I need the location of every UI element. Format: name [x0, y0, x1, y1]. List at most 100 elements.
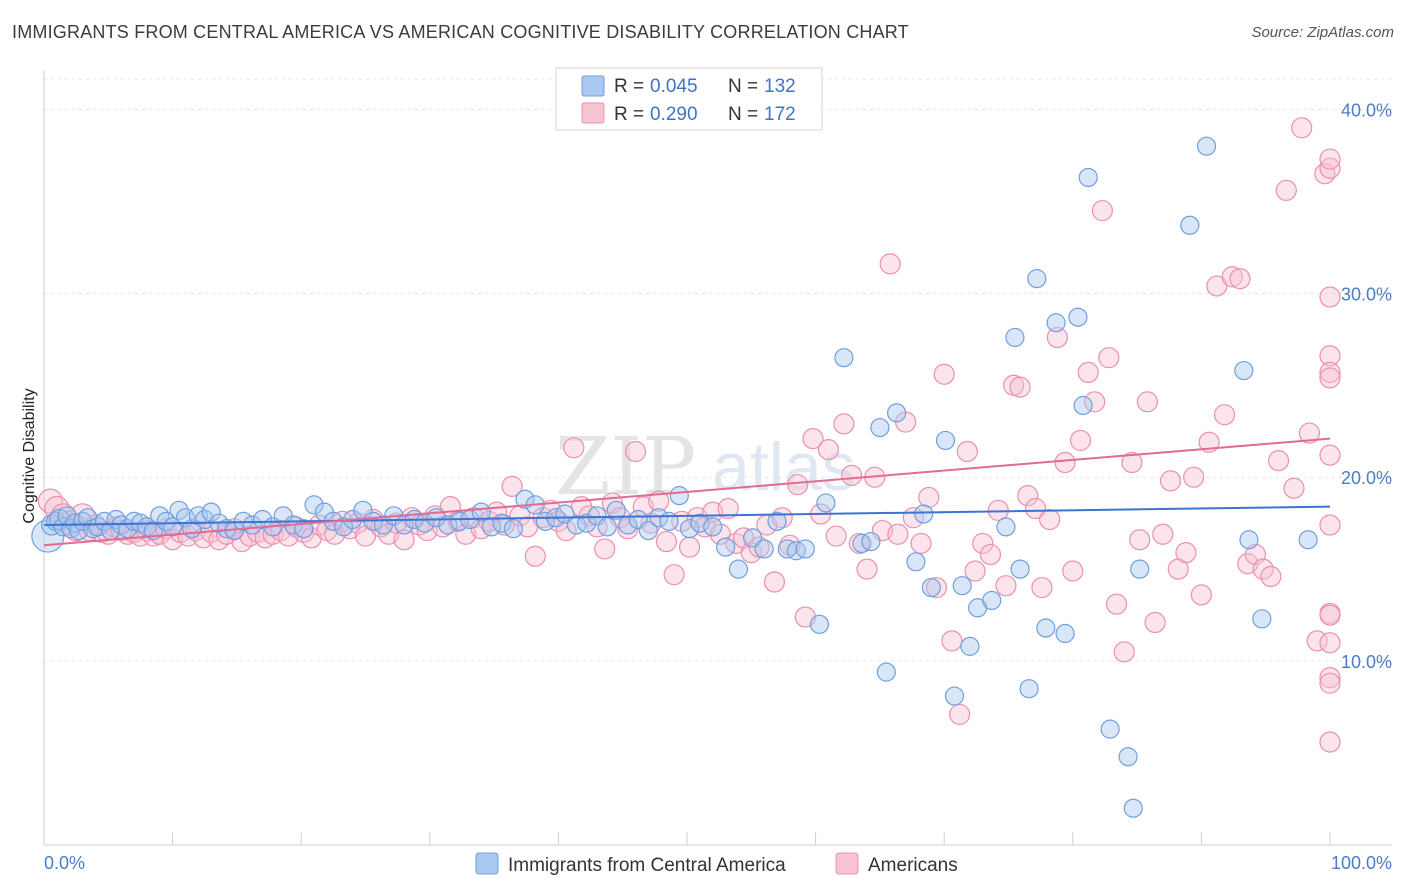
central-america-point	[952, 576, 972, 596]
central-america-point	[304, 495, 324, 515]
americans-point	[918, 486, 940, 509]
central-america-point	[1046, 313, 1066, 333]
legend-n-value-pink: 172	[764, 104, 796, 125]
central-america-point	[1005, 327, 1025, 348]
central-america-point	[606, 500, 626, 520]
americans-point	[1319, 157, 1341, 179]
central-america-point	[809, 614, 830, 634]
legend-n-value-blue: 132	[764, 76, 796, 97]
americans-point	[1319, 672, 1341, 694]
central-america-point	[201, 502, 221, 522]
americans-point	[748, 536, 770, 558]
central-america-point	[1252, 609, 1272, 629]
americans-point	[1319, 632, 1341, 654]
americans-point	[925, 576, 948, 599]
americans-point	[763, 571, 786, 593]
americans-point	[841, 464, 863, 486]
trend-lines	[43, 437, 1331, 547]
americans-point	[1267, 450, 1290, 472]
americans-point	[972, 532, 994, 555]
americans-point	[1105, 593, 1128, 615]
y-tick-label: 30.0%	[1341, 284, 1392, 304]
americans-point	[1190, 584, 1213, 606]
americans-point	[1046, 326, 1068, 349]
central-america-point	[1010, 559, 1030, 579]
central-america-point	[742, 528, 763, 548]
central-america-point	[728, 559, 749, 579]
americans-point	[1062, 560, 1084, 582]
central-america-point	[690, 513, 710, 533]
central-america-point	[669, 486, 689, 506]
americans-point	[995, 575, 1017, 597]
americans-point	[1113, 641, 1135, 663]
americans-point	[1260, 565, 1282, 588]
americans-point	[655, 530, 678, 553]
legend-swatch-blue	[581, 75, 605, 97]
central-america-trend-line	[43, 505, 1331, 527]
source-label: Source: ZipAtlas.com	[1251, 24, 1394, 41]
central-america-point	[679, 519, 700, 539]
americans-point	[941, 630, 963, 652]
central-america-point	[649, 508, 669, 528]
legend-r-value-blue: 0.045	[650, 76, 698, 97]
americans-point	[1213, 404, 1236, 426]
x-tick-label-min: 0.0%	[44, 853, 85, 873]
legend-n-label-blue: N =	[728, 76, 758, 97]
americans-point	[1221, 266, 1243, 288]
americans-point	[956, 440, 978, 463]
americans-point	[1252, 558, 1274, 580]
series-swatch-blue	[475, 852, 499, 875]
legend-r-label-pink: R =	[614, 104, 644, 125]
central-america-point	[960, 636, 980, 656]
americans-point	[879, 253, 901, 275]
americans-point	[1291, 117, 1313, 139]
central-america-point	[870, 417, 890, 438]
central-america-point	[921, 577, 941, 598]
central-america-point	[438, 515, 458, 535]
americans-point	[1283, 477, 1305, 499]
americans-point	[717, 497, 739, 520]
central-america-point	[914, 504, 934, 524]
central-america-point	[876, 662, 896, 682]
americans-point	[1183, 466, 1205, 488]
americans-point	[1319, 286, 1341, 308]
central-america-point	[906, 552, 926, 572]
americans-point	[1024, 497, 1047, 520]
y-axis-label: Cognitive Disability	[21, 388, 38, 523]
americans-point	[1319, 731, 1341, 753]
americans-point	[825, 525, 847, 547]
americans-point	[1054, 451, 1076, 474]
americans-point	[1229, 268, 1251, 290]
central-america-point	[703, 517, 723, 537]
americans-point	[1275, 179, 1297, 201]
americans-point	[501, 475, 523, 498]
americans-point	[1091, 199, 1113, 222]
central-america-point	[1036, 618, 1056, 638]
americans-point	[1298, 422, 1321, 444]
americans-point	[1319, 361, 1341, 383]
central-america-point	[715, 537, 736, 557]
central-america-point	[816, 493, 836, 513]
americans-trend-line	[43, 437, 1331, 547]
americans-point	[1144, 611, 1166, 634]
central-america-point	[795, 539, 815, 559]
central-america-point	[515, 489, 535, 509]
central-america-point	[944, 686, 965, 706]
americans-point	[516, 516, 539, 538]
central-america-point	[1100, 719, 1120, 739]
x-tick-marks	[43, 832, 1331, 845]
central-america-point	[982, 590, 1002, 611]
americans-point	[678, 536, 701, 558]
chart-title: IMMIGRANTS FROM CENTRAL AMERICA VS AMERI…	[12, 22, 909, 42]
americans-point	[1069, 429, 1092, 452]
americans-point	[1319, 345, 1341, 367]
americans-points	[37, 117, 1341, 753]
americans-point	[1098, 347, 1120, 369]
americans-point	[887, 523, 909, 545]
series-label-pink: Americans	[868, 855, 958, 876]
americans-point	[964, 560, 986, 582]
x-tick-label-max: 100.0%	[1331, 853, 1392, 873]
americans-point	[1017, 485, 1039, 507]
legend-r-label-blue: R =	[614, 76, 644, 97]
